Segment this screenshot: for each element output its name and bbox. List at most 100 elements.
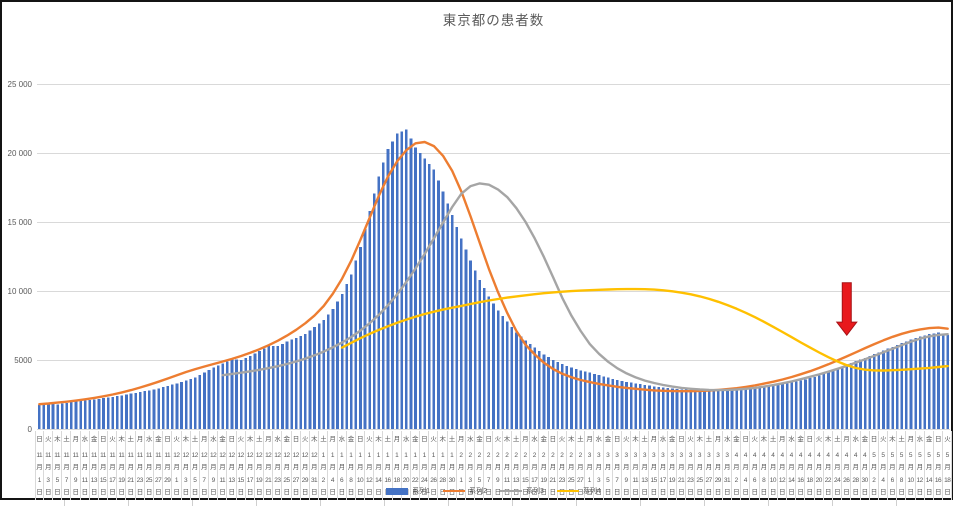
x-axis-label-line: 月 xyxy=(457,464,465,472)
x-axis-label-line: 1 xyxy=(413,451,417,459)
bar-series1 xyxy=(519,336,523,429)
legend-item-series1[interactable]: 系列1 xyxy=(386,486,430,496)
bar-series1 xyxy=(753,387,757,429)
x-axis-label-line: 6 xyxy=(752,476,757,484)
x-axis-label-line: 15 xyxy=(237,476,245,484)
x-axis-label-line: 月 xyxy=(742,464,749,472)
x-axis-label: 月 11 月 23 日 xyxy=(136,431,145,500)
x-axis-label-line: 月 xyxy=(44,464,52,472)
x-axis-label-line: 23 xyxy=(687,476,694,484)
x-axis-label: 火 1 月 12 日 xyxy=(365,431,375,500)
x-axis-label-line: 12 xyxy=(366,476,373,484)
x-axis-label: 木 1 月 14 日 xyxy=(374,431,384,500)
x-axis-label-line: 日 xyxy=(613,489,621,497)
x-axis-label-line: 月 xyxy=(779,464,786,472)
bar-series1 xyxy=(166,385,170,429)
x-axis-label-line: 木 xyxy=(246,436,254,443)
x-axis-label-line: 20 xyxy=(402,476,410,484)
bar-series1 xyxy=(606,377,610,429)
bar-series1 xyxy=(423,158,427,429)
x-axis-label-line: 日 xyxy=(549,436,557,443)
x-axis-label-line: 月 xyxy=(393,464,401,472)
x-axis-label-line: 4 xyxy=(817,451,821,459)
bar-series1 xyxy=(661,387,665,429)
x-axis-label-line: 29 xyxy=(301,476,309,484)
x-axis-label: 木 4 月 8 日 xyxy=(760,431,769,500)
y-axis-label: 0 xyxy=(27,424,32,434)
legend-bar-swatch xyxy=(386,487,409,495)
x-axis-label-line: 水 xyxy=(81,436,89,443)
x-axis-label: 水 1 月 6 日 xyxy=(338,431,347,500)
x-axis-label-line: 火 xyxy=(237,436,245,443)
x-axis-label: 土 4 月 24 日 xyxy=(833,431,843,500)
x-axis-label: 火 4 月 6 日 xyxy=(750,431,760,500)
x-axis-label-line: 12 xyxy=(255,451,263,459)
worksheet-gridline-stub xyxy=(384,500,385,506)
x-axis-label-line: 日 xyxy=(696,489,703,497)
x-axis-label-line: 11 xyxy=(164,451,171,459)
x-axis-label-line: 11 xyxy=(54,451,60,459)
x-axis-label-line: 日 xyxy=(228,489,235,497)
x-axis-label-line: 月 xyxy=(457,436,465,443)
x-axis-label-line: 日 xyxy=(861,489,869,497)
bar-series1 xyxy=(597,375,601,429)
x-axis-label: 金 1 月 8 日 xyxy=(347,431,356,500)
x-axis-label-line: 29 xyxy=(714,476,722,484)
x-axis-label-line: 月 xyxy=(558,464,566,472)
red-down-arrow[interactable] xyxy=(835,282,858,336)
x-axis-label-line: 日 xyxy=(100,436,107,443)
x-axis-label-line: 12 xyxy=(274,451,281,459)
bar-series1 xyxy=(193,377,197,429)
x-axis-label-line: 金 xyxy=(411,436,419,443)
bar-series1 xyxy=(230,359,234,429)
bar-series1 xyxy=(372,193,376,429)
x-axis-label-line: 18 xyxy=(393,476,401,484)
x-axis-label-line: 17 xyxy=(109,476,116,484)
x-axis-label-line: 月 xyxy=(421,464,428,472)
x-axis-label-line: 月 xyxy=(164,464,171,472)
y-axis-label: 20 000 xyxy=(7,148,32,158)
bar-series1 xyxy=(638,384,642,429)
x-axis-label-line: 金 xyxy=(925,436,933,443)
x-axis-label-line: 12 xyxy=(237,451,245,459)
x-axis-label-line: 月 xyxy=(448,464,456,472)
x-axis-label: 火 3 月 9 日 xyxy=(622,431,632,500)
x-axis-label-line: 5 xyxy=(918,451,922,459)
x-axis-label-line: 日 xyxy=(54,489,61,497)
x-axis-label: 金 12 月 11 日 xyxy=(218,431,228,500)
bar-series1 xyxy=(790,382,794,429)
x-axis-label-line: 13 xyxy=(228,476,235,484)
x-axis-label: 火 2 月 23 日 xyxy=(558,431,567,500)
bar-series1 xyxy=(129,393,133,429)
bar-series1 xyxy=(570,367,573,429)
x-axis-label-line: 木 xyxy=(503,436,511,443)
legend-item-series3[interactable]: 系列3 xyxy=(500,486,544,496)
x-axis-label-line: 月 xyxy=(898,464,905,472)
x-axis-label-line: 水 xyxy=(595,436,603,443)
legend-item-series4[interactable]: 系列4 xyxy=(556,486,601,496)
x-axis-label: 日 2 月 7 日 xyxy=(484,431,494,500)
bar-series1 xyxy=(79,401,82,429)
bar-series1 xyxy=(469,260,472,429)
x-axis-label-line: 日 xyxy=(421,489,428,497)
x-axis-label-line: 日 xyxy=(430,489,437,497)
x-axis-label: 木 4 月 22 日 xyxy=(824,431,833,500)
x-axis-label-line: 25 xyxy=(567,476,575,484)
x-axis-label-line: 月 xyxy=(650,436,658,443)
bar-series1 xyxy=(505,321,509,429)
x-axis-label-line: 日 xyxy=(870,489,878,497)
x-axis-label-line: 月 xyxy=(613,464,621,472)
x-axis-label-line: 4 xyxy=(826,451,830,459)
x-axis-label-line: 3 xyxy=(652,451,656,459)
x-axis-label-line: 1 xyxy=(395,451,399,459)
x-axis-label-line: 日 xyxy=(604,489,612,497)
x-axis-label-line: 3 xyxy=(596,451,601,459)
bar-series1 xyxy=(285,341,289,429)
x-axis-label-line: 月 xyxy=(476,464,483,472)
x-axis-label-line: 月 xyxy=(173,464,180,472)
x-axis-label: 木 11 月 5 日 xyxy=(53,431,63,500)
x-axis-label-line: 日 xyxy=(742,436,749,443)
x-axis-label-line: 日 xyxy=(476,489,483,497)
legend-item-series2[interactable]: 系列2 xyxy=(443,486,487,496)
